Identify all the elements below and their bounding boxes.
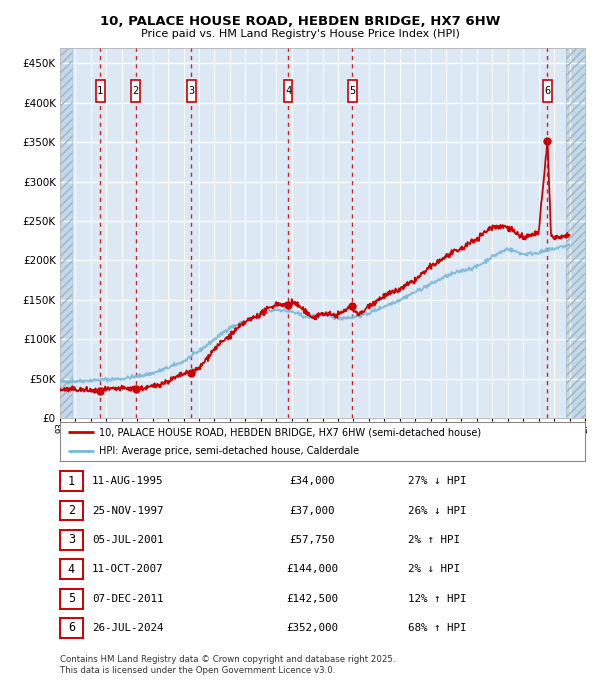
Text: 10, PALACE HOUSE ROAD, HEBDEN BRIDGE, HX7 6HW: 10, PALACE HOUSE ROAD, HEBDEN BRIDGE, HX… — [100, 15, 500, 28]
Text: HPI: Average price, semi-detached house, Calderdale: HPI: Average price, semi-detached house,… — [100, 446, 359, 456]
Text: 12% ↑ HPI: 12% ↑ HPI — [408, 594, 467, 604]
Bar — [566, 48, 585, 418]
Text: 26% ↓ HPI: 26% ↓ HPI — [408, 505, 467, 515]
Text: 05-JUL-2001: 05-JUL-2001 — [92, 535, 163, 545]
FancyBboxPatch shape — [96, 80, 104, 102]
Bar — [566, 48, 585, 418]
Text: 11-AUG-1995: 11-AUG-1995 — [92, 476, 163, 486]
FancyBboxPatch shape — [543, 80, 552, 102]
FancyBboxPatch shape — [348, 80, 356, 102]
Text: £144,000: £144,000 — [286, 564, 338, 574]
Text: 2% ↓ HPI: 2% ↓ HPI — [408, 564, 460, 574]
FancyBboxPatch shape — [187, 80, 196, 102]
Text: 2: 2 — [133, 86, 139, 96]
Text: 3: 3 — [68, 533, 75, 546]
FancyBboxPatch shape — [284, 80, 292, 102]
Text: £34,000: £34,000 — [289, 476, 335, 486]
Text: 07-DEC-2011: 07-DEC-2011 — [92, 594, 163, 604]
Text: 6: 6 — [544, 86, 551, 96]
Text: Contains HM Land Registry data © Crown copyright and database right 2025.
This d: Contains HM Land Registry data © Crown c… — [60, 655, 395, 675]
Text: 1: 1 — [97, 86, 103, 96]
Text: 26-JUL-2024: 26-JUL-2024 — [92, 623, 163, 633]
Text: Price paid vs. HM Land Registry's House Price Index (HPI): Price paid vs. HM Land Registry's House … — [140, 29, 460, 39]
Bar — [60, 48, 73, 418]
FancyBboxPatch shape — [131, 80, 140, 102]
Text: 11-OCT-2007: 11-OCT-2007 — [92, 564, 163, 574]
Text: 5: 5 — [68, 592, 75, 605]
Text: £37,000: £37,000 — [289, 505, 335, 515]
Text: 68% ↑ HPI: 68% ↑ HPI — [408, 623, 467, 633]
Text: 4: 4 — [68, 563, 75, 576]
Text: 3: 3 — [188, 86, 194, 96]
Text: 2: 2 — [68, 504, 75, 517]
Text: 25-NOV-1997: 25-NOV-1997 — [92, 505, 163, 515]
Text: 6: 6 — [68, 622, 75, 634]
Text: 4: 4 — [285, 86, 292, 96]
Text: 27% ↓ HPI: 27% ↓ HPI — [408, 476, 467, 486]
Text: 1: 1 — [68, 475, 75, 488]
Bar — [60, 48, 73, 418]
Text: 2% ↑ HPI: 2% ↑ HPI — [408, 535, 460, 545]
Text: 10, PALACE HOUSE ROAD, HEBDEN BRIDGE, HX7 6HW (semi-detached house): 10, PALACE HOUSE ROAD, HEBDEN BRIDGE, HX… — [100, 427, 482, 437]
Text: £352,000: £352,000 — [286, 623, 338, 633]
Text: £57,750: £57,750 — [289, 535, 335, 545]
Text: £142,500: £142,500 — [286, 594, 338, 604]
Text: 5: 5 — [349, 86, 355, 96]
